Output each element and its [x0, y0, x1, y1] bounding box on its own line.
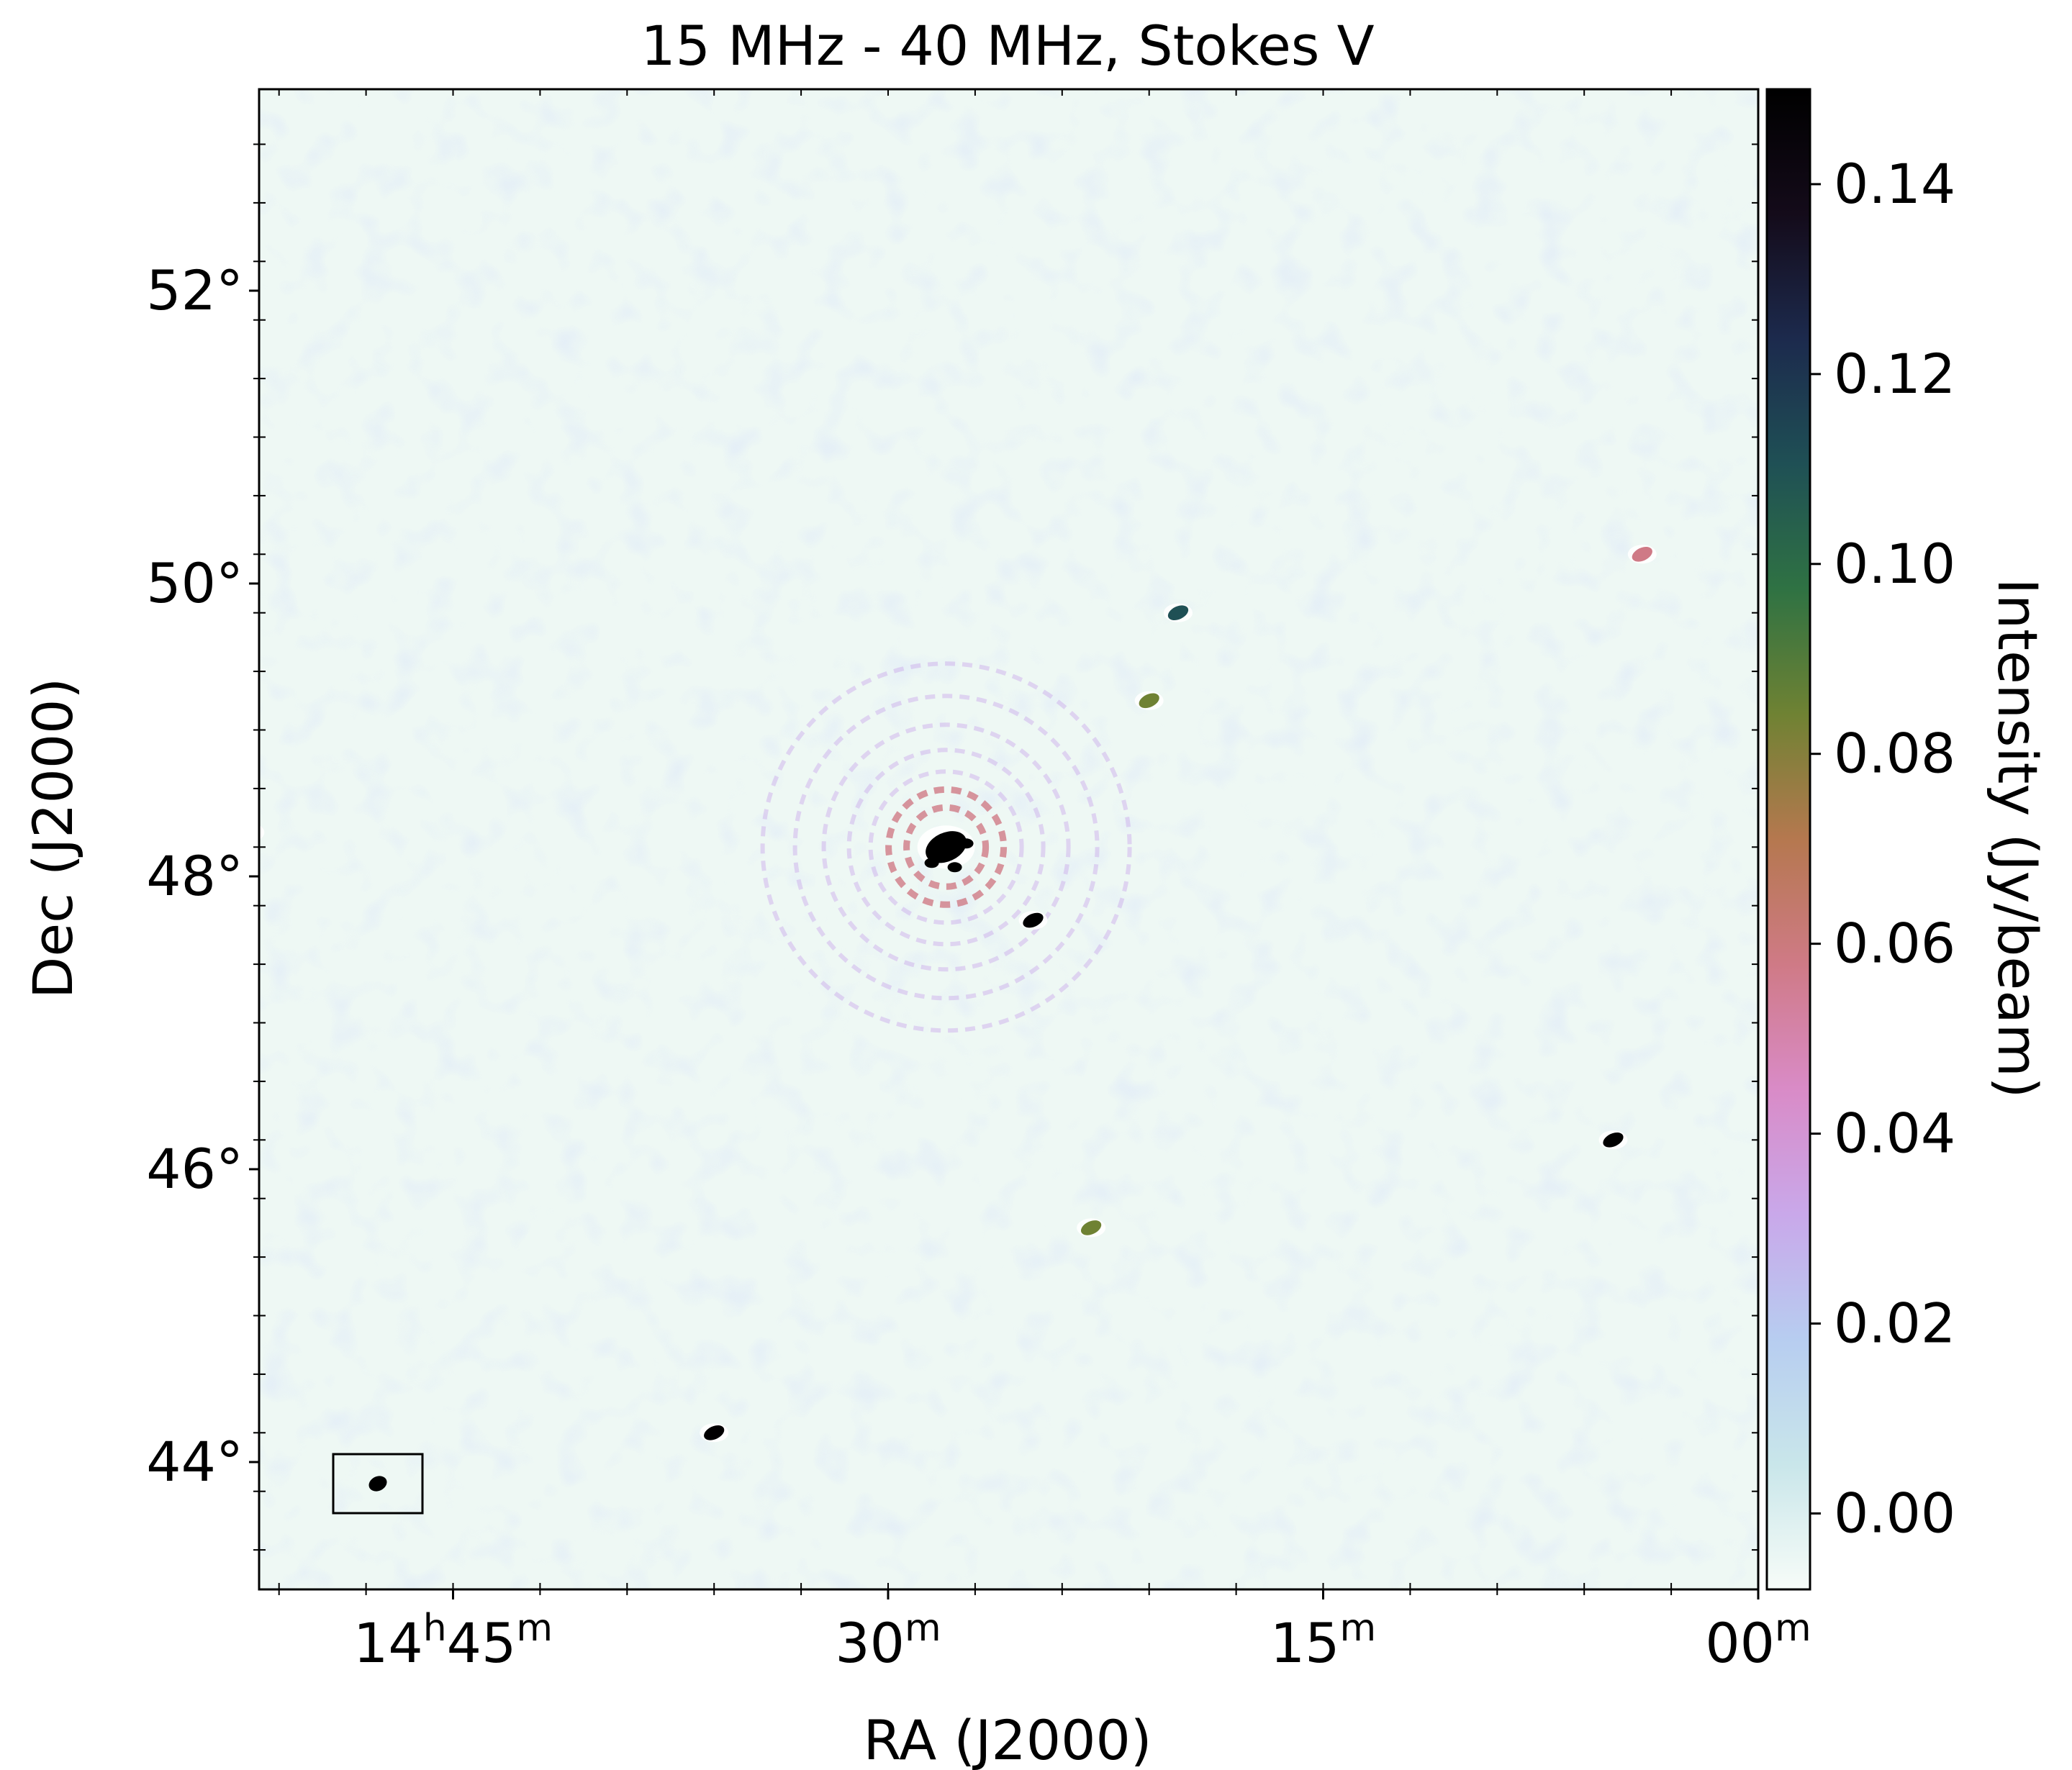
sidelobe-ring — [868, 769, 1024, 925]
radio-source — [1632, 546, 1652, 562]
x-tick-sup: h — [423, 1607, 447, 1650]
x-tick-main: 30 — [835, 1611, 905, 1675]
beam-box — [332, 1453, 424, 1515]
x-axis-ticks: 14h45m 30m 15m 00m — [353, 1589, 1811, 1675]
x-tick-sup: m — [1340, 1607, 1377, 1650]
x-tick-label: 30m — [835, 1607, 941, 1675]
radio-source — [1139, 693, 1159, 709]
map-features — [259, 545, 1657, 1443]
colorbar-tick-label: 0.12 — [1834, 342, 1955, 406]
sidelobe-ring — [846, 748, 1046, 947]
radio-source — [1023, 912, 1044, 928]
beam-indicator — [332, 1453, 424, 1515]
beam-ellipse — [368, 1476, 387, 1492]
radio-source — [704, 1425, 725, 1440]
x-tick-main: 14 — [353, 1611, 423, 1675]
map-noise-texture — [259, 89, 1758, 1589]
chart-title: 15 MHz - 40 MHz, Stokes V — [641, 14, 1374, 78]
sky-map — [259, 89, 1758, 1589]
radio-source — [1080, 1220, 1102, 1235]
source-halo — [259, 825, 265, 840]
x-tick-label: 15m — [1270, 1607, 1376, 1675]
minor-ticks — [253, 89, 1758, 1595]
colorbar-gradient — [1767, 89, 1810, 1589]
x-tick-sup: m — [516, 1607, 553, 1650]
colorbar-tick-label: 0.10 — [1834, 532, 1955, 596]
radio-source — [1603, 1132, 1624, 1148]
x-tick-label: 00m — [1705, 1607, 1811, 1675]
y-tick-label: 48° — [146, 844, 243, 908]
radio-source — [926, 831, 967, 863]
colorbar-frame — [1765, 88, 1811, 1591]
sidelobe-ring — [821, 722, 1071, 972]
y-axis-label: Dec (J2000) — [21, 678, 85, 999]
radio-source — [1167, 605, 1189, 621]
colorbar-ticks: 0.00 0.02 0.04 0.06 0.08 0.10 0.12 0.14 — [1810, 152, 1955, 1545]
y-tick-label: 44° — [146, 1430, 243, 1494]
colorbar-tick-label: 0.08 — [1834, 722, 1955, 786]
sidelobe-ring — [792, 694, 1100, 1001]
y-tick-label: 46° — [146, 1137, 243, 1201]
colorbar-tick-label: 0.02 — [1834, 1292, 1955, 1356]
colorbar-label: Intensity (Jy/beam) — [1986, 578, 2050, 1099]
colorbar-tick-label: 0.04 — [1834, 1102, 1955, 1166]
x-tick-sup: m — [1775, 1607, 1811, 1650]
x-tick-mid: 45 — [447, 1611, 517, 1675]
map-frame — [258, 88, 1760, 1591]
sidelobe-ring — [885, 786, 1008, 908]
y-tick-label: 50° — [146, 551, 243, 615]
colorbar: 0.00 0.02 0.04 0.06 0.08 0.10 0.12 0.14 Intensi… — [1765, 88, 2050, 1591]
y-axis-ticks: 52° 50° 48° 46° 44° — [146, 258, 259, 1494]
x-tick-sup: m — [905, 1607, 941, 1650]
sidelobe-ring — [760, 661, 1132, 1033]
x-tick-main: 15 — [1270, 1611, 1340, 1675]
x-tick-label: 14h45m — [353, 1607, 553, 1675]
x-tick-main: 00 — [1705, 1611, 1775, 1675]
central-source-knot — [924, 858, 939, 868]
central-source-knot — [947, 862, 962, 873]
x-axis-label: RA (J2000) — [863, 1708, 1152, 1770]
central-source-knot — [959, 838, 974, 849]
sidelobe-ring — [903, 804, 990, 890]
y-tick-label: 52° — [146, 258, 243, 322]
colorbar-tick-label: 0.14 — [1834, 152, 1955, 216]
colorbar-tick-label: 0.00 — [1834, 1481, 1955, 1545]
colorbar-tick-label: 0.06 — [1834, 912, 1955, 976]
